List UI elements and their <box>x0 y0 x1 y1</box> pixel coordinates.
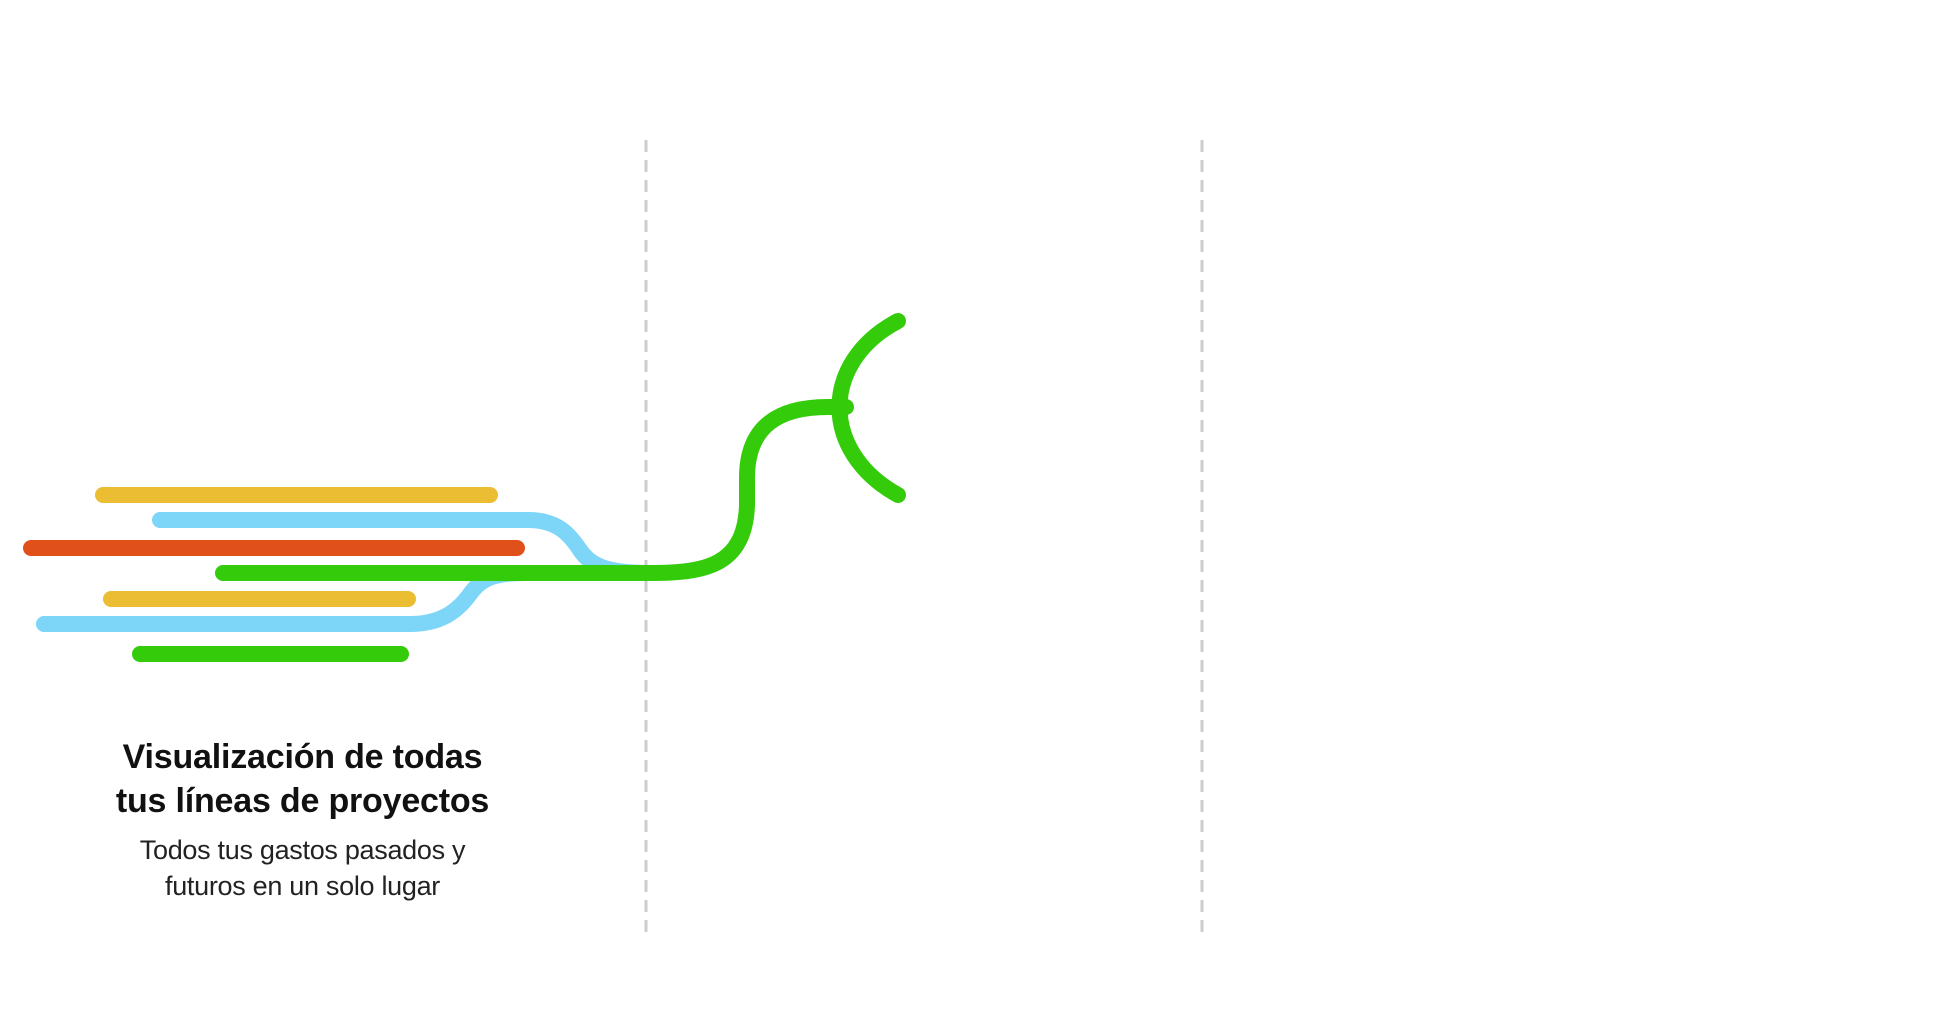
caption-title-line-2: tus líneas de proyectos <box>115 782 490 820</box>
caption-subtitle-line-2: futuros en un solo lugar <box>165 871 440 901</box>
caption-title: Visualización de todas tus líneas de pro… <box>50 735 555 823</box>
caption-subtitle: Todos tus gastos pasados y futuros en un… <box>50 832 555 904</box>
caption-block: Visualización de todas tus líneas de pro… <box>50 735 555 904</box>
caption-title-line-1: Visualización de todas <box>122 738 483 776</box>
green-fork-arc <box>831 313 906 503</box>
caption-subtitle-line-1: Todos tus gastos pasados y <box>139 835 466 865</box>
green-main-line <box>215 399 854 581</box>
